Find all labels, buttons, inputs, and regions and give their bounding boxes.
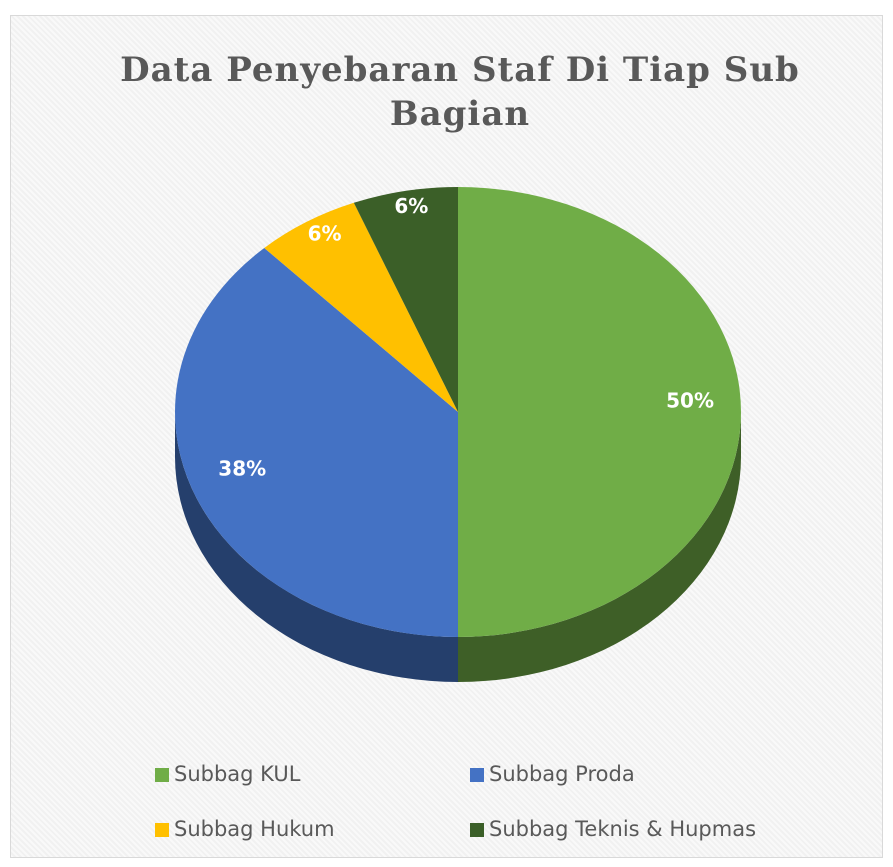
data-label: 50%	[666, 389, 714, 413]
data-label: 38%	[218, 456, 266, 480]
legend-swatch	[470, 823, 484, 837]
slice	[458, 187, 741, 637]
legend-label: Subbag Proda	[489, 762, 635, 786]
legend-swatch	[470, 768, 484, 782]
legend-label: Subbag Hukum	[174, 817, 335, 841]
slice	[353, 187, 458, 412]
slice	[264, 202, 458, 412]
chart-title: Data Penyebaran Staf Di Tiap Sub Bagian	[120, 50, 800, 134]
data-label: 6%	[394, 194, 428, 218]
data-label: 6%	[308, 221, 342, 245]
legend-swatch	[155, 823, 169, 837]
legend-label: Subbag Teknis & Hupmas	[489, 817, 756, 841]
slice	[174, 247, 458, 637]
legend-swatch	[155, 768, 169, 782]
legend-label: Subbag KUL	[174, 762, 301, 786]
